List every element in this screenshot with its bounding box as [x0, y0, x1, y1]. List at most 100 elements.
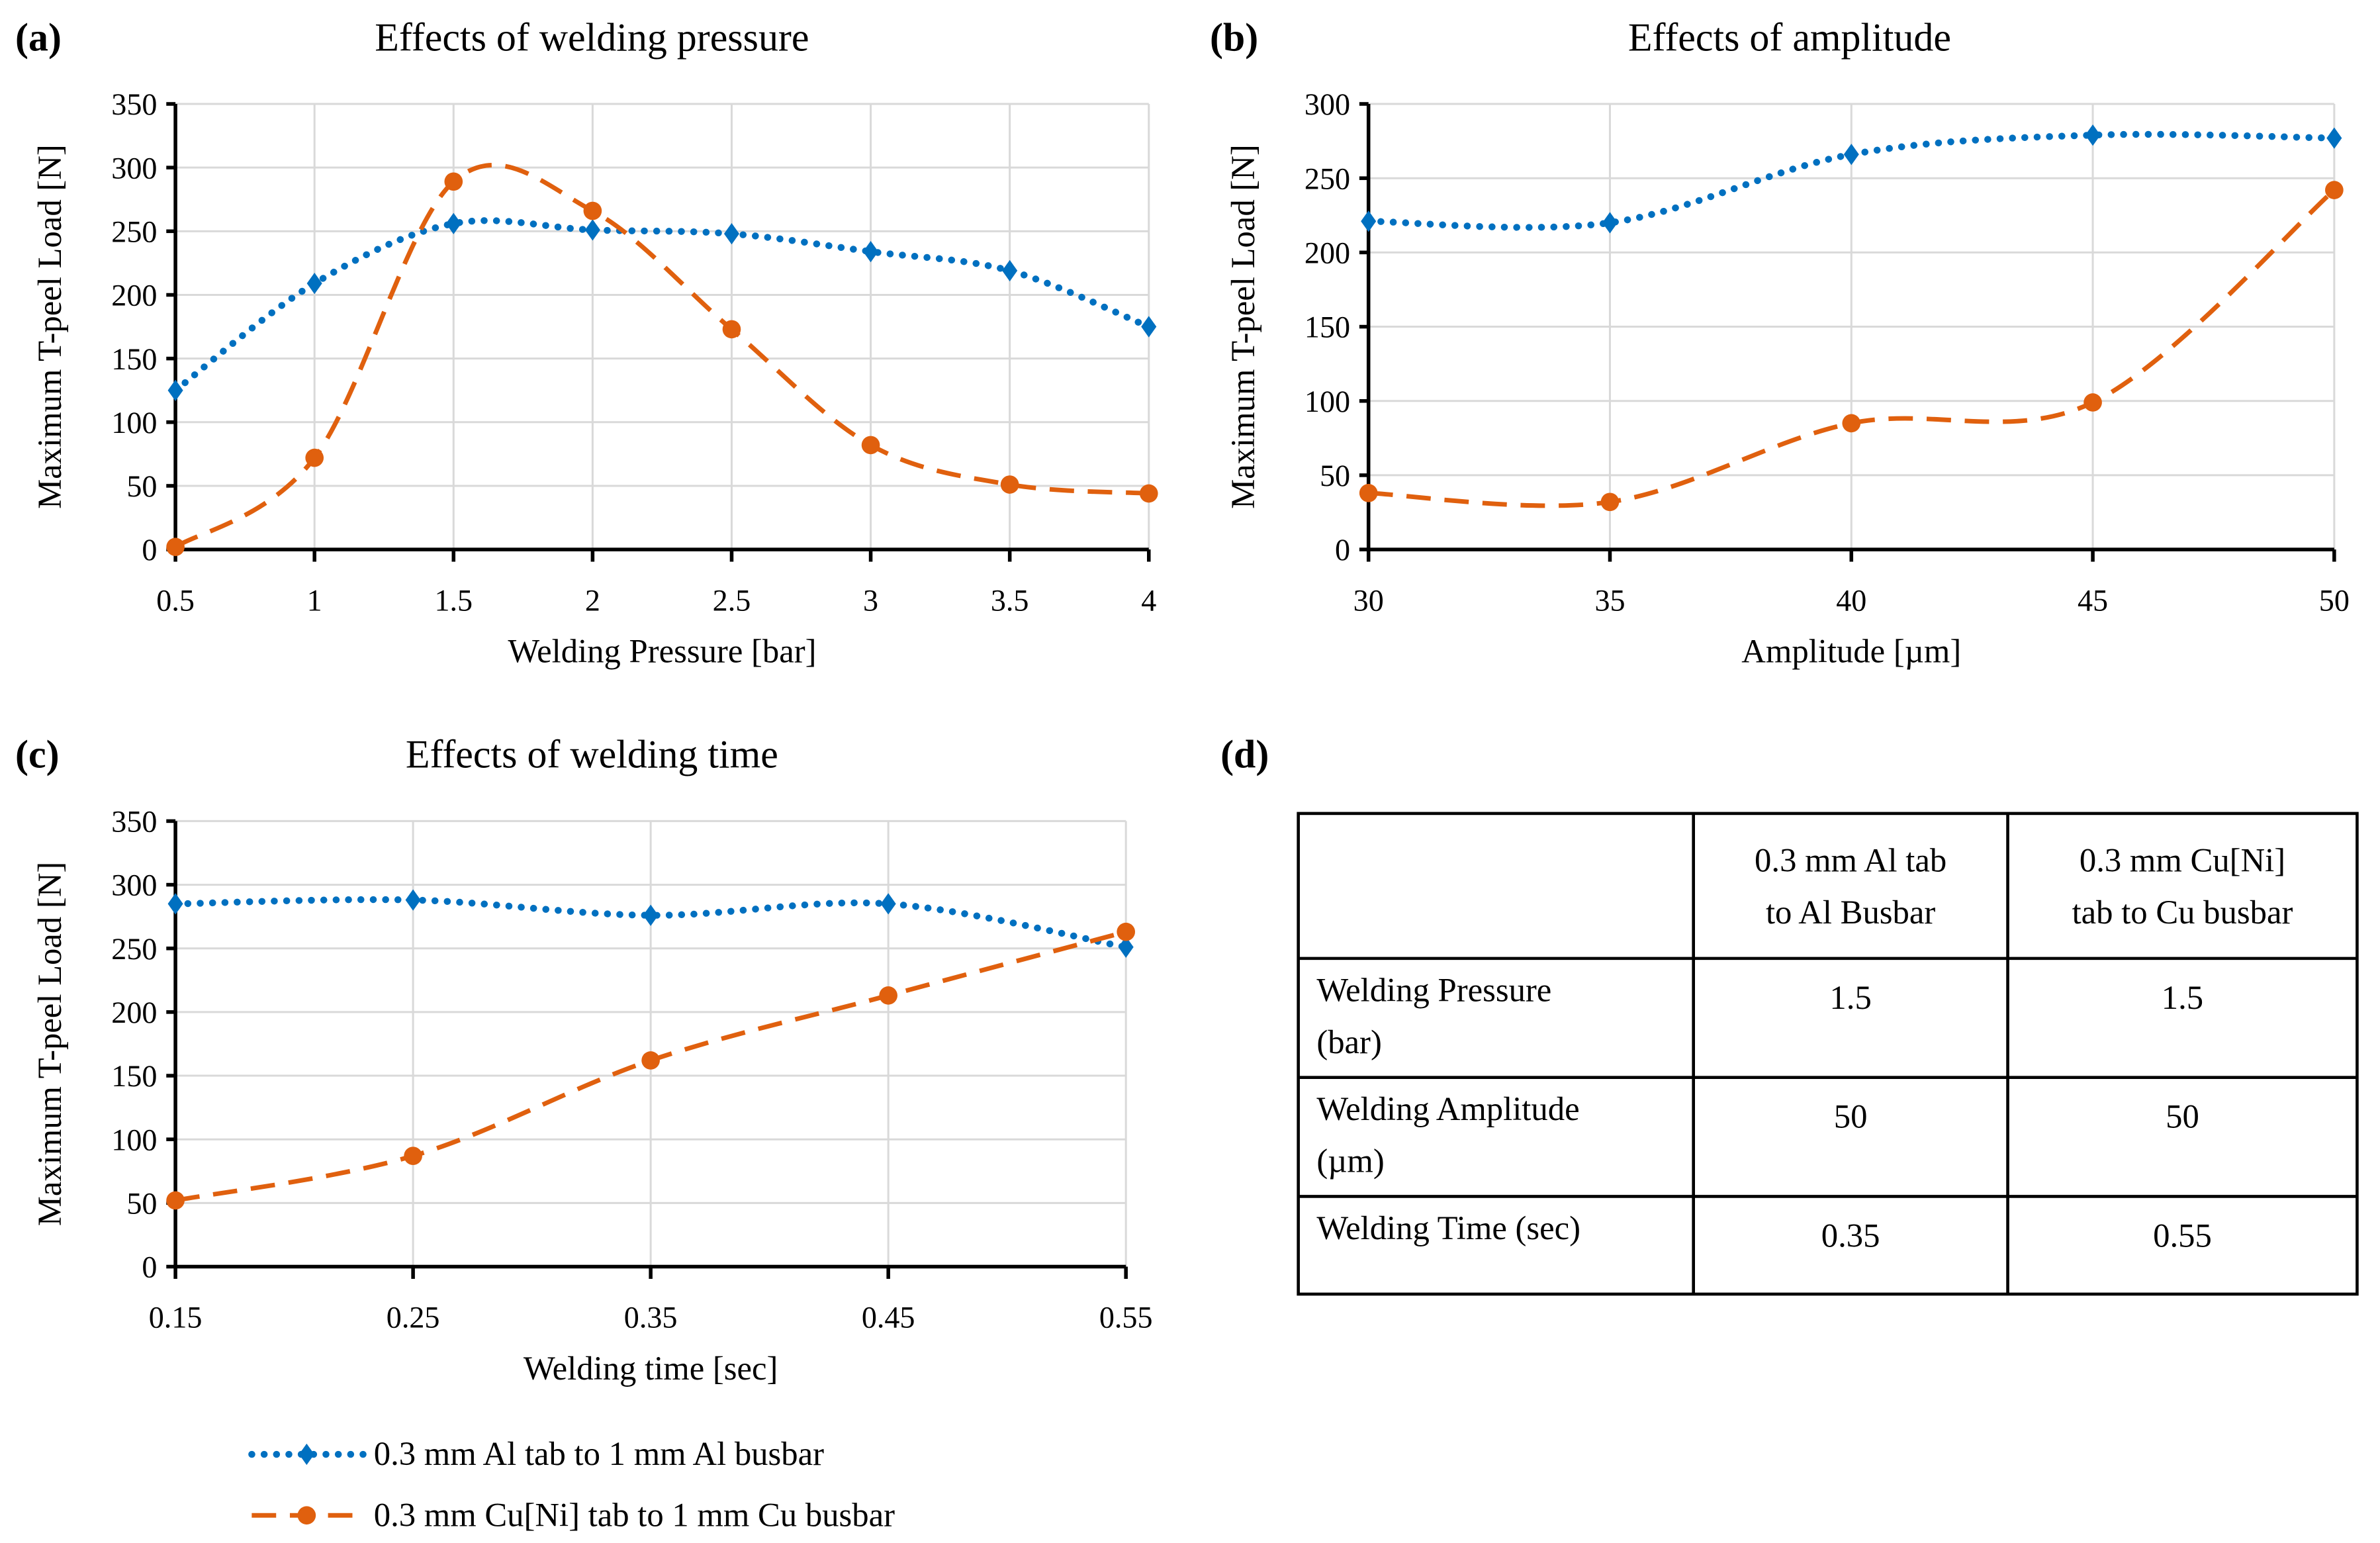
legend-marker-circle: [297, 1506, 316, 1525]
x-tick-label: 0.5: [156, 583, 195, 617]
y-tick-label: 250: [111, 932, 157, 966]
data-point-cu: [444, 172, 463, 191]
y-tick-label: 300: [111, 868, 157, 902]
data-point-cu: [404, 1146, 422, 1166]
data-point-al: [1843, 144, 1859, 165]
data-point-cu: [583, 201, 602, 220]
y-tick-label: 0: [1335, 533, 1350, 567]
y-axis-label: Maximum T-peel Load [N]: [1224, 144, 1261, 509]
data-point-cu: [641, 1051, 660, 1070]
data-point-cu: [1139, 484, 1158, 503]
y-tick-label: 0: [142, 1250, 157, 1284]
data-point-cu: [1600, 492, 1620, 512]
legend: 0.3 mm Al tab to 1 mm Al busbar 0.3 mm Cu…: [248, 1435, 895, 1533]
y-tick-label: 150: [111, 342, 157, 376]
data-point-cu: [1359, 484, 1378, 502]
data-point-cu: [1000, 475, 1019, 494]
x-tick-label: 1: [307, 583, 322, 617]
data-point-al: [1361, 210, 1377, 232]
x-tick-label: 4: [1141, 583, 1156, 617]
x-tick-label: 50: [2319, 583, 2350, 617]
data-point-al: [1002, 259, 1018, 282]
series-line-al: [171, 217, 1152, 394]
data-point-al: [2326, 127, 2342, 149]
data-point-al: [2085, 124, 2101, 146]
y-tick-label: 200: [111, 996, 157, 1029]
data-point-cu: [166, 1191, 185, 1210]
table-cell: (bar): [1316, 1023, 1382, 1060]
data-point-cu: [1842, 414, 1861, 433]
data-point-cu: [2083, 393, 2102, 412]
table-cell: 0.35: [1821, 1217, 1880, 1254]
legend-label: 0.3 mm Cu[Ni] tab to 1 mm Cu busbar: [374, 1496, 895, 1533]
data-point-al: [880, 893, 896, 915]
chart-c: (c) Effects of welding time 0 50 100 150 200 25…: [15, 733, 1152, 1387]
legend-label: 0.3 mm Al tab to 1 mm Al busbar: [374, 1435, 824, 1472]
data-point-al: [643, 904, 659, 926]
y-axis-label: Maximum T-peel Load [N]: [31, 144, 68, 509]
y-tick-label: 50: [126, 469, 157, 503]
data-point-cu: [166, 538, 185, 557]
x-tick-label: 3: [863, 583, 878, 617]
table-cell: 1.5: [1829, 979, 1871, 1016]
y-tick-label: 250: [1304, 162, 1350, 195]
chart-a: (a) Effects of welding pressure 0 50 100 150 2…: [15, 15, 1158, 670]
data-point-al: [1602, 212, 1618, 234]
data-point-al: [1118, 936, 1134, 958]
chart-title: Effects of welding time: [406, 733, 778, 776]
data-point-cu: [879, 986, 897, 1005]
data-point-cu: [722, 320, 741, 339]
y-tick-label: 100: [111, 406, 157, 440]
data-point-cu: [2325, 181, 2344, 199]
table-cell: (µm): [1316, 1143, 1384, 1180]
x-tick-label: 40: [1836, 583, 1866, 617]
y-tick-label: 50: [1320, 459, 1350, 492]
data-point-al: [167, 379, 183, 401]
y-tick-label: 150: [1304, 310, 1350, 344]
x-tick-label: 2: [585, 583, 600, 617]
chart-title: Effects of amplitude: [1628, 15, 1951, 59]
series-line-al: [171, 896, 1130, 951]
x-tick-label: 30: [1353, 583, 1384, 617]
y-tick-label: 100: [111, 1123, 157, 1156]
table-header-cell: 0.3 mm Al tab: [1755, 841, 1946, 878]
chart-title: Effects of welding pressure: [375, 15, 809, 59]
panel-label: (c): [15, 733, 60, 776]
y-tick-label: 100: [1304, 385, 1350, 418]
data-point-al: [167, 893, 183, 915]
y-tick-label: 300: [1304, 87, 1350, 121]
x-tick-label: 0.35: [624, 1301, 678, 1334]
x-axis-label: Amplitude [µm]: [1741, 633, 1961, 670]
x-tick-label: 0.25: [387, 1301, 440, 1334]
y-tick-label: 250: [111, 214, 157, 248]
x-axis-label: Welding time [sec]: [524, 1350, 778, 1387]
data-point-cu: [305, 448, 324, 467]
y-tick-label: 200: [1304, 236, 1350, 270]
y-axis-label: Maximum T-peel Load [N]: [31, 862, 68, 1227]
y-tick-label: 0: [142, 533, 157, 567]
y-tick-label: 350: [111, 87, 157, 121]
chart-b: (b) Effects of amplitude 0 50 100 150 200 250 30…: [1210, 15, 2350, 669]
table-cell: Welding Time (sec): [1316, 1209, 1580, 1246]
parameter-table: (d) 0.3 mm Al tab to Al Busbar 0.3 mm Cu[Ni…: [1220, 733, 2359, 1296]
y-tick-label: 50: [126, 1186, 157, 1220]
data-point-al: [1141, 316, 1157, 338]
data-point-al: [723, 223, 739, 245]
table-header-cell: 0.3 mm Cu[Ni]: [2080, 841, 2285, 878]
table-cell: Welding Amplitude: [1316, 1090, 1579, 1127]
x-tick-label: 0.55: [1099, 1301, 1153, 1334]
table-border: [1297, 812, 2359, 1296]
table-header-cell: to Al Busbar: [1766, 894, 1935, 931]
table-cell: 50: [2166, 1098, 2199, 1135]
data-point-al: [863, 240, 879, 263]
y-tick-label: 300: [111, 151, 157, 185]
x-tick-label: 2.5: [713, 583, 751, 617]
x-tick-label: 0.45: [862, 1301, 915, 1334]
y-tick-label: 200: [111, 279, 157, 312]
series-line-cu: [174, 162, 1149, 549]
x-tick-label: 3.5: [991, 583, 1029, 617]
panel-label: (d): [1220, 733, 1269, 776]
data-point-al: [306, 273, 322, 295]
data-point-cu: [861, 436, 880, 455]
